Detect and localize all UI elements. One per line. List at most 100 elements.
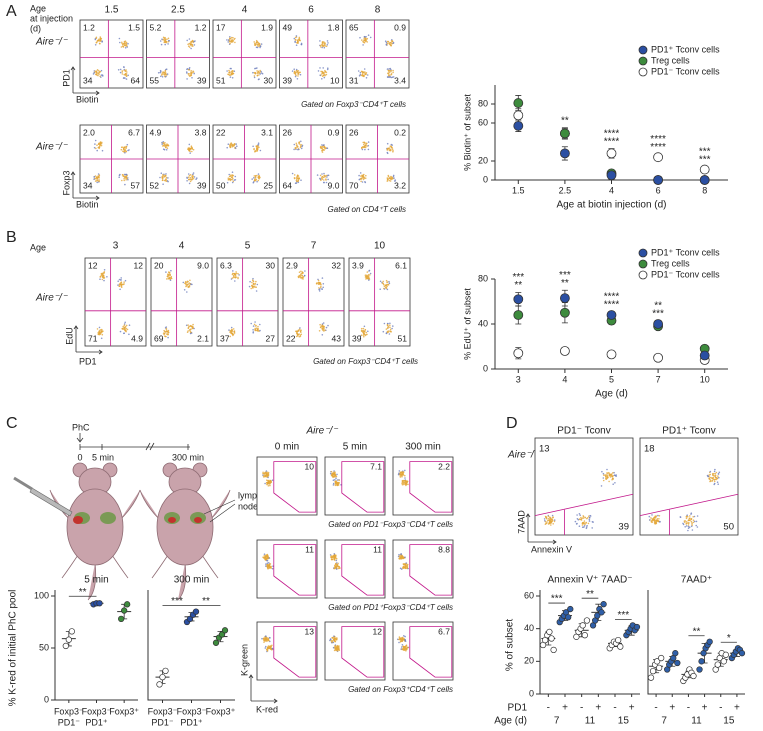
- flow-event: [126, 71, 128, 73]
- flow-event: [255, 46, 258, 49]
- genotype: Aire⁻/⁻: [305, 426, 338, 437]
- data-point: [600, 601, 607, 608]
- flow-event: [269, 484, 271, 487]
- flow-event: [402, 474, 405, 476]
- flow-event: [125, 69, 127, 71]
- flow-event: [193, 40, 195, 43]
- flow-event: [404, 566, 407, 568]
- flow-event: [402, 481, 405, 484]
- flow-event: [543, 518, 546, 520]
- flow-event: [682, 522, 684, 525]
- flow-event: [365, 73, 367, 76]
- flow-event: [297, 179, 300, 182]
- flow-event: [317, 70, 320, 72]
- flow-event: [320, 285, 322, 288]
- flow-event: [362, 334, 365, 336]
- gate-line: [534, 493, 634, 535]
- flow-event: [406, 646, 409, 649]
- flow-event: [234, 280, 236, 282]
- flow-event: [252, 277, 254, 280]
- flow-event: [296, 333, 299, 336]
- flow-event: [588, 517, 591, 519]
- flow-event: [657, 514, 659, 517]
- flow-event: [229, 145, 232, 147]
- flow-event: [398, 470, 401, 472]
- flow-event: [552, 516, 554, 519]
- mouse-illustration: [139, 462, 236, 601]
- flow-event: [257, 325, 259, 328]
- flow-event: [656, 519, 659, 522]
- flow-event: [234, 41, 236, 44]
- flow-event: [167, 329, 170, 332]
- flow-event: [299, 39, 301, 42]
- flow-event: [167, 177, 169, 179]
- flow-event: [387, 327, 389, 329]
- flow-event: [294, 36, 297, 39]
- flow-event: [295, 142, 298, 145]
- flow-event: [165, 68, 168, 70]
- flow-event: [125, 330, 127, 333]
- flow-event: [578, 513, 581, 515]
- flow-event: [405, 483, 408, 485]
- flow-event: [229, 37, 232, 40]
- significance: ****: [604, 136, 620, 147]
- flow-event: [360, 74, 363, 77]
- flow-event: [321, 41, 324, 43]
- flow-event: [266, 640, 268, 643]
- flow-event: [117, 280, 119, 283]
- flow-event: [228, 73, 230, 76]
- flow-event: [718, 476, 720, 479]
- group-title: 5 min: [84, 575, 108, 586]
- flow-event: [297, 329, 300, 332]
- flow-event: [160, 43, 163, 46]
- flow-event: [385, 43, 388, 46]
- flow-event: [336, 637, 338, 639]
- flow-event: [403, 483, 405, 486]
- data-point: [674, 659, 681, 667]
- flow-event: [610, 474, 613, 477]
- time-label: 300 min: [172, 452, 204, 462]
- flow-event: [388, 280, 390, 283]
- flow-event: [691, 523, 693, 525]
- flow-event: [125, 145, 127, 148]
- flow-event: [229, 146, 232, 149]
- flow-event: [186, 68, 188, 71]
- flow-event: [119, 71, 122, 74]
- flow-event: [255, 327, 258, 330]
- flow-event: [333, 567, 336, 570]
- flow-event: [234, 147, 236, 149]
- flow-event: [159, 69, 162, 72]
- flow-event: [367, 34, 370, 36]
- gate: [409, 626, 453, 678]
- flow-event: [119, 288, 121, 291]
- flow-event: [335, 554, 337, 557]
- flow-event: [329, 639, 331, 642]
- flow-event: [124, 47, 127, 49]
- flow-event: [296, 331, 298, 333]
- flow-event: [363, 68, 366, 70]
- flow-event: [298, 143, 301, 145]
- flow-event: [400, 568, 403, 570]
- y-axis-label: % K-red of initial PhC pool: [8, 590, 19, 707]
- flow-event: [254, 329, 256, 331]
- flow-event: [387, 283, 389, 286]
- flow-event: [259, 323, 261, 326]
- flow-event: [266, 566, 269, 568]
- flow-event: [256, 70, 258, 72]
- flow-event: [336, 645, 338, 648]
- data-point: [96, 600, 103, 607]
- flow-event: [187, 68, 190, 71]
- flow-event: [226, 70, 228, 72]
- flow-event: [361, 174, 363, 177]
- flow-event: [263, 476, 265, 478]
- x-tick-label: Foxp3⁻: [82, 706, 112, 716]
- flow-event: [94, 175, 97, 177]
- flow-event: [233, 143, 236, 145]
- flow-event: [123, 283, 125, 285]
- flow-event: [121, 41, 123, 44]
- flow-event: [295, 335, 298, 338]
- age-header: (d): [30, 23, 41, 33]
- flow-event: [253, 75, 256, 77]
- flow-event: [271, 567, 274, 570]
- flow-event: [393, 177, 395, 179]
